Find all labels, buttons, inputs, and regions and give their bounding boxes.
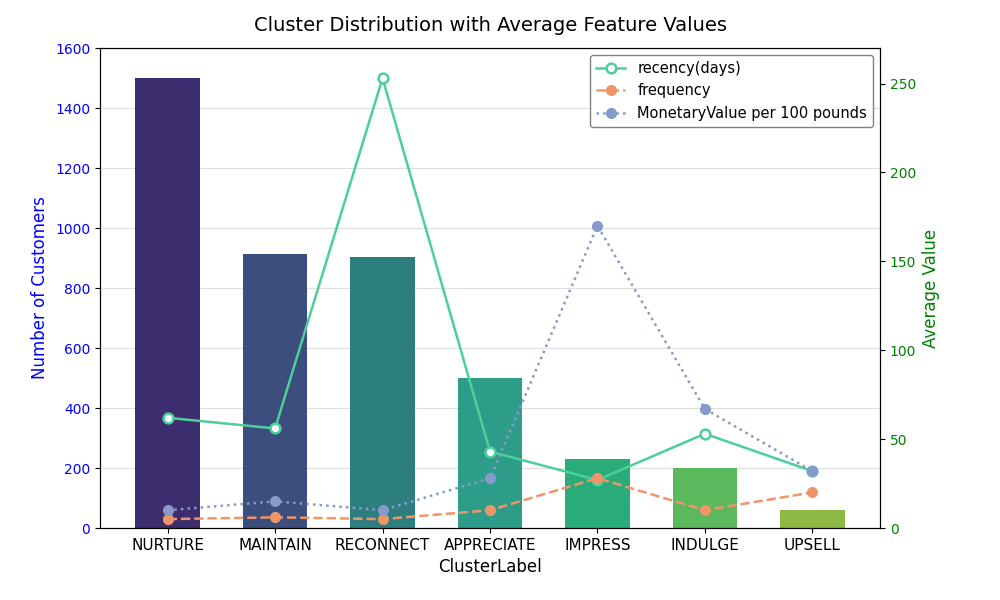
Legend: recency(days), frequency, MonetaryValue per 100 pounds: recency(days), frequency, MonetaryValue … [590, 55, 873, 127]
Bar [243, 253, 307, 528]
recency(days) [699, 430, 711, 437]
Line: MonetaryValue per 100 pounds: MonetaryValue per 100 pounds [163, 221, 817, 515]
Bar [135, 78, 200, 528]
Y-axis label: Average Value: Average Value [922, 229, 940, 347]
MonetaryValue per 100 pounds [806, 467, 818, 475]
frequency [699, 506, 711, 514]
Bar [350, 257, 415, 528]
frequency [806, 489, 818, 496]
recency(days) [484, 448, 496, 455]
Bar [458, 378, 522, 528]
MonetaryValue per 100 pounds [484, 475, 496, 482]
MonetaryValue per 100 pounds [162, 506, 174, 514]
Bar [673, 468, 737, 528]
MonetaryValue per 100 pounds [591, 222, 603, 229]
Line: frequency: frequency [163, 473, 817, 524]
recency(days) [269, 425, 281, 432]
frequency [591, 475, 603, 482]
frequency [269, 514, 281, 521]
Bar [780, 510, 845, 528]
recency(days) [806, 467, 818, 475]
recency(days) [591, 476, 603, 484]
MonetaryValue per 100 pounds [377, 506, 389, 514]
frequency [162, 515, 174, 523]
MonetaryValue per 100 pounds [699, 405, 711, 412]
recency(days) [377, 74, 389, 82]
Y-axis label: Number of Customers: Number of Customers [31, 197, 49, 379]
recency(days) [162, 414, 174, 421]
Title: Cluster Distribution with Average Feature Values: Cluster Distribution with Average Featur… [254, 16, 726, 35]
Bar [565, 459, 630, 528]
frequency [377, 515, 389, 523]
MonetaryValue per 100 pounds [269, 498, 281, 505]
Line: recency(days): recency(days) [163, 73, 817, 485]
frequency [484, 506, 496, 514]
X-axis label: ClusterLabel: ClusterLabel [438, 558, 542, 576]
